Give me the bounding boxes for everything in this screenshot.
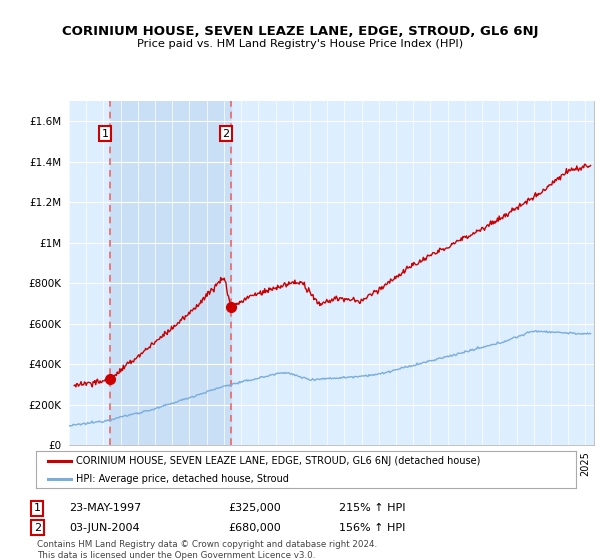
Bar [110, 101, 231, 445]
Text: £325,000: £325,000 [228, 503, 281, 514]
Text: 2: 2 [223, 128, 230, 138]
Text: 156% ↑ HPI: 156% ↑ HPI [339, 522, 406, 533]
Text: HPI: Average price, detached house, Stroud: HPI: Average price, detached house, Stro… [77, 474, 289, 484]
Text: £680,000: £680,000 [228, 522, 281, 533]
Text: 03-JUN-2004: 03-JUN-2004 [69, 522, 140, 533]
Text: CORINIUM HOUSE, SEVEN LEAZE LANE, EDGE, STROUD, GL6 6NJ: CORINIUM HOUSE, SEVEN LEAZE LANE, EDGE, … [62, 25, 538, 38]
Text: 23-MAY-1997: 23-MAY-1997 [69, 503, 141, 514]
Text: Price paid vs. HM Land Registry's House Price Index (HPI): Price paid vs. HM Land Registry's House … [137, 39, 463, 49]
Text: Contains HM Land Registry data © Crown copyright and database right 2024.
This d: Contains HM Land Registry data © Crown c… [37, 540, 377, 559]
Text: 1: 1 [34, 503, 41, 514]
Text: 1: 1 [101, 128, 109, 138]
Text: 215% ↑ HPI: 215% ↑ HPI [339, 503, 406, 514]
Text: 2: 2 [34, 522, 41, 533]
Text: CORINIUM HOUSE, SEVEN LEAZE LANE, EDGE, STROUD, GL6 6NJ (detached house): CORINIUM HOUSE, SEVEN LEAZE LANE, EDGE, … [77, 456, 481, 466]
